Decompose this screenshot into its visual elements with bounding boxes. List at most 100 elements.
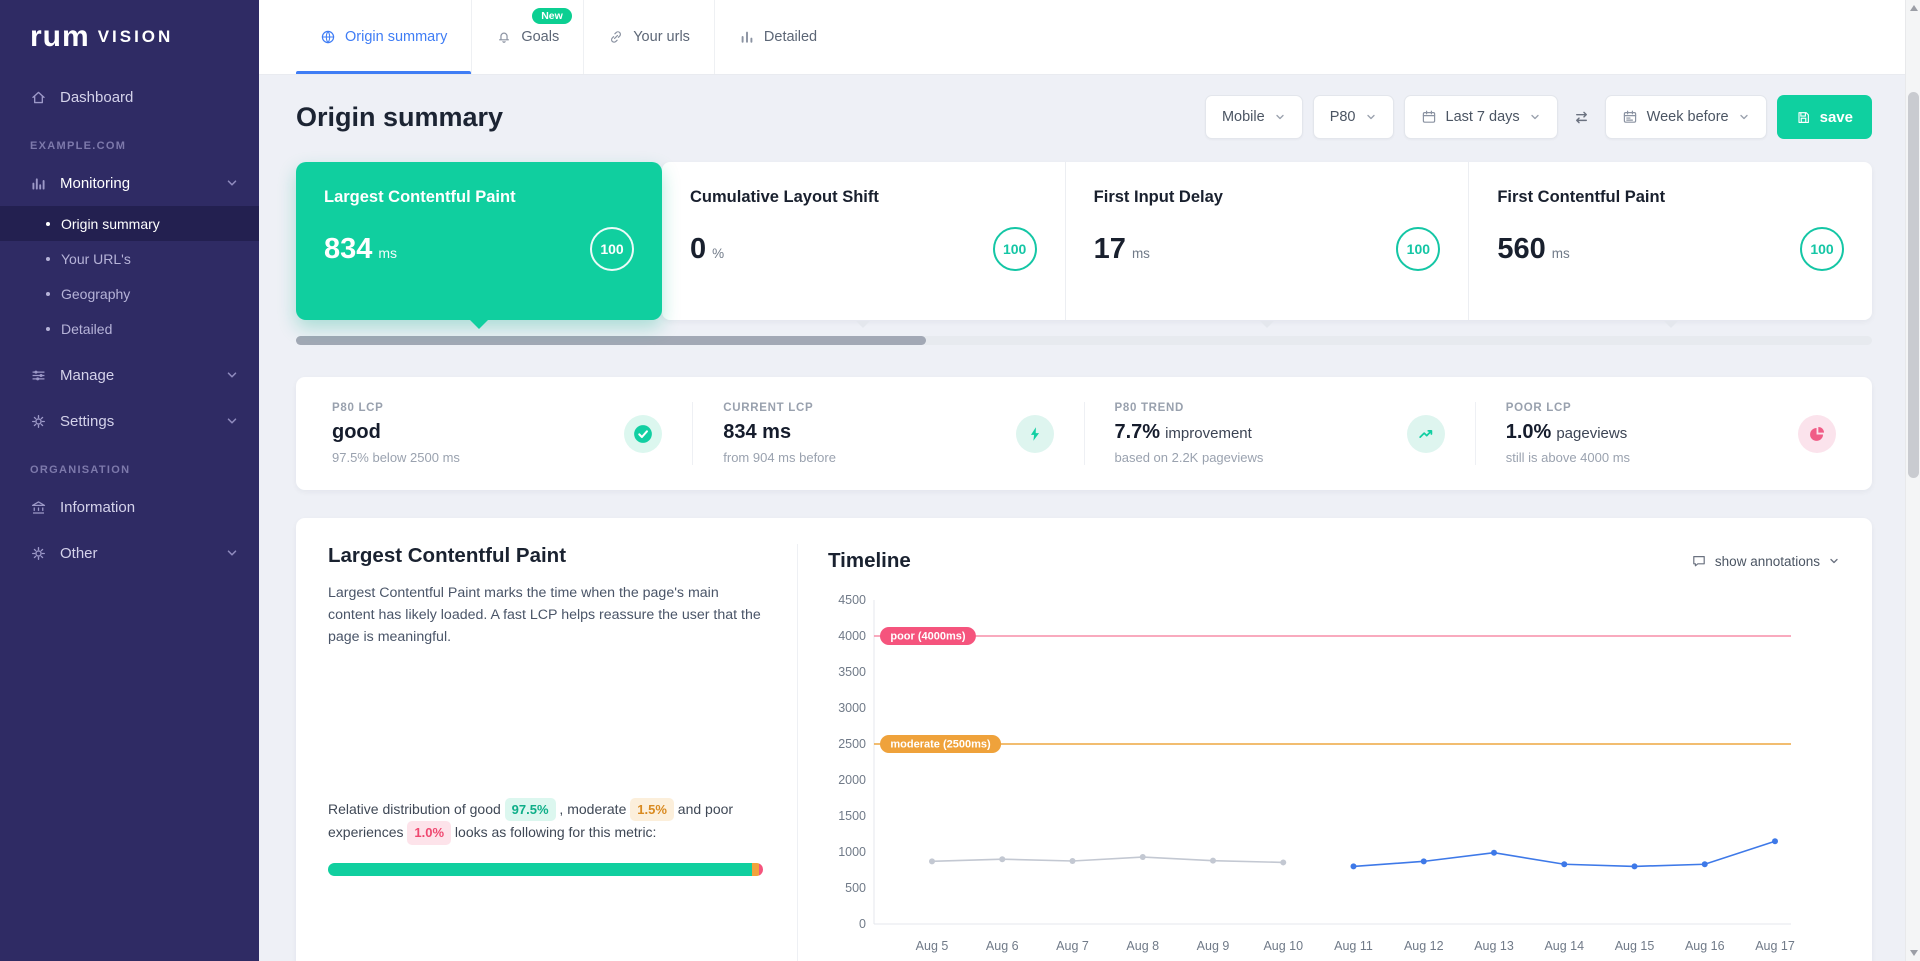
sidebar-item-monitoring[interactable]: Monitoring [0,160,259,206]
tab-detailed[interactable]: Detailed [713,0,841,74]
date-range-value: Last 7 days [1445,109,1520,125]
card-pointer [856,321,871,328]
page-scrollbar[interactable] [1905,0,1920,961]
svg-text:Aug 7: Aug 7 [1056,939,1089,953]
metric-unit: ms [1551,245,1570,261]
sidebar-item-information[interactable]: Information [0,484,259,530]
trend-up-icon [1406,414,1445,453]
save-button[interactable]: save [1776,95,1872,139]
main-area: Origin summary New Goals Your urls Detai… [259,0,1920,961]
metric-value: 560 [1497,232,1546,265]
stat-label: P80 LCP [332,402,384,414]
pie-chart-icon [1798,414,1836,453]
scrollbar-thumb[interactable] [1908,92,1919,478]
new-badge: New [532,8,572,24]
score-badge: 100 [1800,227,1845,271]
bullet-icon [46,291,50,296]
svg-text:Aug 14: Aug 14 [1544,939,1584,953]
tab-goals[interactable]: New Goals [471,0,583,74]
good-percentage-badge: 97.5% [504,798,556,822]
scrollbar-down-arrow[interactable] [1910,950,1918,956]
chevron-down-icon [1828,555,1840,567]
sidebar-item-manage[interactable]: Manage [0,352,259,398]
device-filter-button[interactable]: Mobile [1204,95,1303,139]
compare-range-button[interactable]: Week before [1604,95,1767,139]
metric-value: 834 [324,232,373,265]
sidebar-subitem-label: Detailed [61,320,113,337]
chevron-down-icon [1365,111,1377,123]
card-pointer [1260,321,1274,328]
svg-text:Aug 9: Aug 9 [1197,939,1230,953]
svg-text:2000: 2000 [838,773,866,787]
distribution-text-part: Relative distribution of good [328,801,505,817]
sidebar-subitem-label: Origin summary [61,215,160,232]
sidebar: rum vision Dashboard EXAMPLE.COM Monitor… [0,0,259,961]
cards-horizontal-scrollbar[interactable] [296,336,1872,345]
sidebar-item-other[interactable]: Other [0,530,259,576]
metric-card-title: First Input Delay [1093,188,1223,206]
annotations-icon [1691,553,1707,569]
sidebar-item-label: Information [60,498,136,516]
sidebar-item-detailed[interactable]: Detailed [0,311,259,346]
date-range-button[interactable]: Last 7 days [1403,95,1558,139]
metric-card-fid[interactable]: First Input Delay 17 ms 100 [1064,162,1469,328]
tab-label: Your urls [633,29,690,45]
svg-text:3500: 3500 [838,665,866,679]
sidebar-item-label: Settings [60,412,115,430]
percentile-filter-value: P80 [1329,109,1356,125]
stat-p80-trend: P80 TREND 7.7% improvement based on 2.2K … [1083,402,1475,465]
stat-p80-lcp: P80 LCP good 97.5% below 2500 ms [302,402,692,465]
tab-your-urls[interactable]: Your urls [583,0,714,74]
svg-text:Aug 8: Aug 8 [1126,939,1159,953]
sidebar-item-dashboard[interactable]: Dashboard [0,74,259,120]
logo-vision-text: vision [97,27,174,46]
bank-icon [30,499,47,516]
sidebar-subitem-label: Your URL's [61,250,131,267]
poor-percentage-badge: 1.0% [407,821,452,845]
logo-rum-text: rum [30,20,90,53]
site-section-label: EXAMPLE.COM [30,140,127,152]
metric-cards-group: Cumulative Layout Shift 0% 100 First Inp… [662,162,1872,328]
metric-card-cls[interactable]: Cumulative Layout Shift 0% 100 [662,162,1065,328]
chevron-down-icon [225,368,239,382]
stat-poor-lcp: POOR LCP 1.0% pageviews still is above 40… [1474,402,1866,465]
svg-text:Aug 17: Aug 17 [1755,939,1795,953]
organisation-section-label: ORGANISATION [30,464,131,476]
sidebar-item-settings[interactable]: Settings [0,398,259,444]
tab-origin-summary[interactable]: Origin summary [296,0,472,74]
timeline-chart[interactable]: 0 500 1000 1500 2000 2500 3000 3500 4000 4500 Aug … [828,586,1803,958]
svg-text:4500: 4500 [838,593,866,607]
logo[interactable]: rum vision [0,0,259,74]
stat-label: CURRENT LCP [723,402,814,414]
tab-label: Goals [521,29,560,45]
bullet-icon [46,221,50,226]
distribution-bar-poor [758,862,763,876]
percentile-filter-button[interactable]: P80 [1312,95,1394,139]
metric-card-fcp[interactable]: First Contentful Paint 560 ms 100 [1468,162,1872,328]
sidebar-item-label: Dashboard [60,88,134,106]
gear-icon [30,413,47,430]
swap-compare-icon[interactable] [1568,108,1595,127]
svg-text:1500: 1500 [838,809,866,823]
sidebar-item-your-urls[interactable]: Your URL's [0,241,259,276]
sidebar-item-origin-summary[interactable]: Origin summary [0,206,259,241]
cards-scrollbar-thumb[interactable] [296,336,927,345]
distribution-text-part: and poor experiences [328,801,734,841]
chevron-down-icon [1738,111,1750,123]
lcp-section-title: Largest Contentful Paint [328,544,567,567]
monitoring-submenu: Origin summary Your URL's Geography Deta… [0,206,259,352]
metric-card-lcp[interactable]: Largest Contentful Paint 834 ms 100 [296,162,662,329]
header-controls: Mobile P80 Last 7 days [1204,95,1872,139]
show-annotations-toggle[interactable]: show annotations [1691,553,1840,569]
tab-label: Origin summary [345,29,448,45]
distribution-text-part: , moderate [555,801,631,817]
stat-subtext: from 904 ms before [723,450,836,465]
compare-range-value: Week before [1646,109,1729,125]
card-pointer [1663,321,1678,328]
score-badge: 100 [992,227,1037,271]
sidebar-item-geography[interactable]: Geography [0,276,259,311]
distribution-bar [328,862,763,876]
scrollbar-up-arrow[interactable] [1910,5,1918,11]
stat-current-lcp: CURRENT LCP 834 ms from 904 ms before [692,402,1083,465]
